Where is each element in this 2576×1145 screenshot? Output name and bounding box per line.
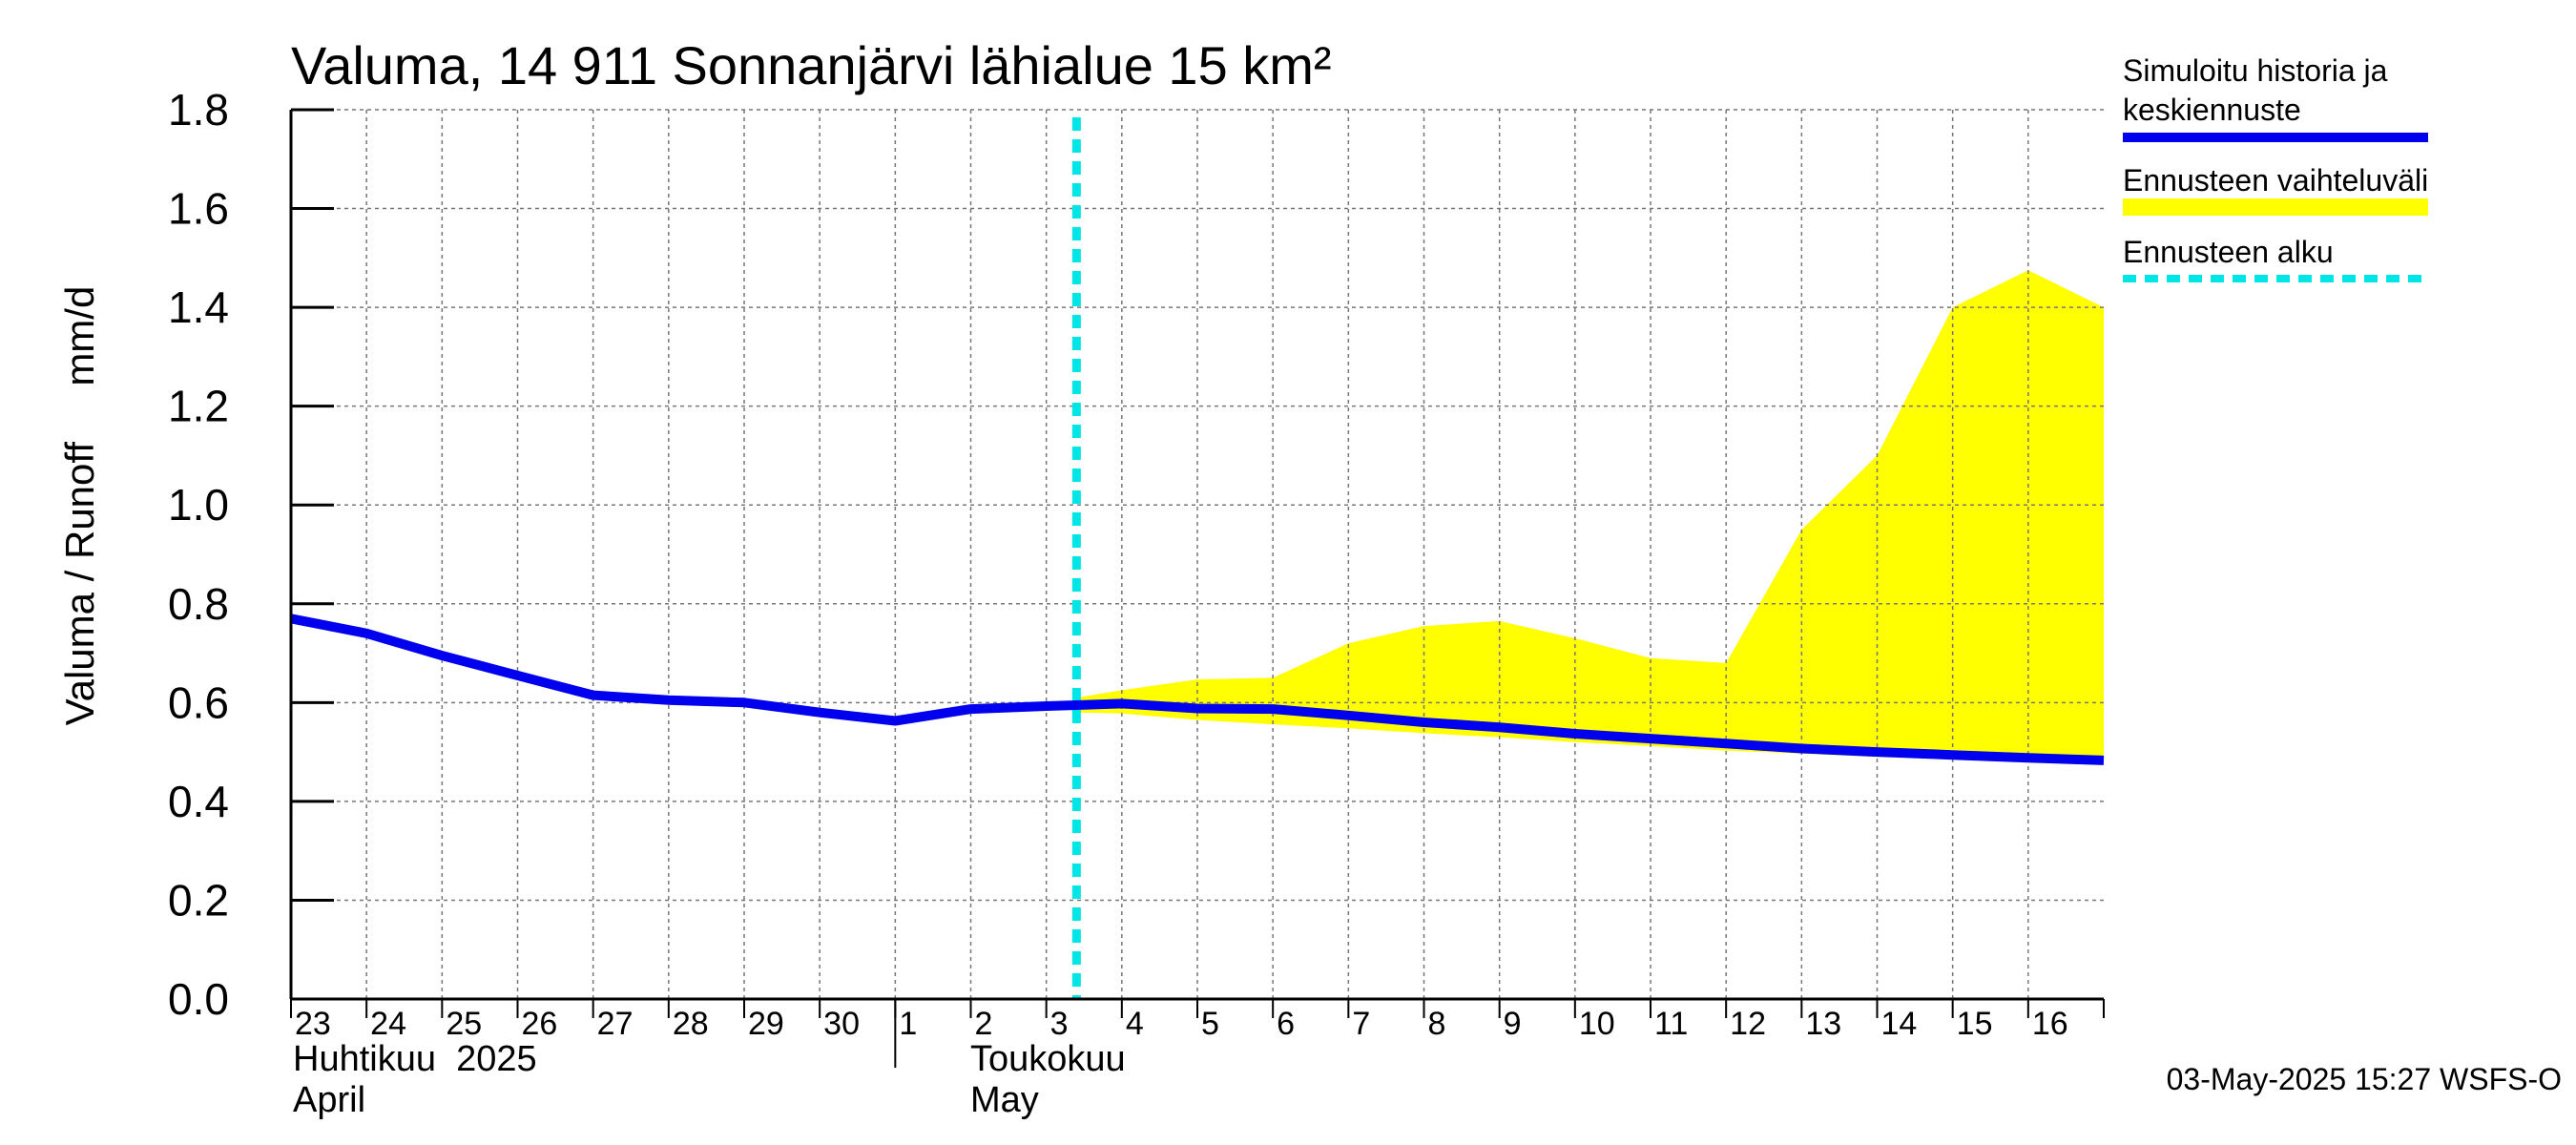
axes-layer [289, 108, 2105, 1068]
y-tick-label: 0.0 [168, 974, 229, 1024]
y-axis-label: Valuma / Runoff mm/d [57, 286, 102, 726]
month-label-may-line2: May [970, 1080, 1039, 1120]
x-day-label: 24 [370, 1006, 406, 1042]
timestamp-footer: 03-May-2025 15:27 WSFS-O [2167, 1062, 2562, 1096]
x-day-label: 16 [2032, 1006, 2068, 1042]
x-day-label: 8 [1428, 1006, 1446, 1042]
x-day-label: 29 [748, 1006, 784, 1042]
y-tick-label: 1.8 [168, 85, 229, 135]
forecast-range-band [1076, 270, 2104, 761]
history-line-layer [290, 614, 2105, 765]
legend-label-forecast-start: Ennusteen alku [2123, 235, 2334, 269]
month-label-april-line2: April [293, 1080, 365, 1120]
y-tick-label: 0.8 [168, 579, 229, 629]
y-tick-label: 0.4 [168, 777, 229, 826]
x-day-label: 5 [1201, 1006, 1219, 1042]
simulated-history-line [290, 614, 2105, 765]
x-day-label: 28 [673, 1006, 709, 1042]
x-day-label: 11 [1654, 1006, 1688, 1042]
month-label-april-line1: Huhtikuu 2025 [293, 1039, 537, 1079]
x-day-label: 9 [1504, 1006, 1522, 1042]
y-tick-label: 0.6 [168, 677, 229, 727]
legend-label-range: Ennusteen vaihteluväli [2123, 163, 2428, 198]
x-day-label: 6 [1277, 1006, 1295, 1042]
y-tick-label: 1.6 [168, 184, 229, 234]
x-day-label: 13 [1805, 1006, 1841, 1042]
x-day-label: 14 [1881, 1006, 1918, 1042]
x-day-label: 30 [823, 1006, 860, 1042]
y-tick-label: 1.0 [168, 480, 229, 530]
forecast-band-layer [1076, 270, 2104, 761]
x-day-label: 3 [1050, 1006, 1069, 1042]
x-day-label: 2 [975, 1006, 993, 1042]
legend-label-history-line2: keskiennuste [2123, 93, 2301, 127]
y-tick-labels: 0.0 0.2 0.4 0.6 0.8 1.0 1.2 1.4 1.6 1.8 [168, 85, 229, 1024]
x-day-label: 25 [446, 1006, 482, 1042]
y-tick-label: 1.4 [168, 282, 229, 332]
x-day-label: 4 [1126, 1006, 1144, 1042]
month-label-may-line1: Toukokuu [970, 1039, 1126, 1079]
x-tick-labels: 23 24 25 26 27 28 29 30 1 2 3 4 5 6 7 8 9 10 11 12 13 14 15 16 [295, 1006, 2068, 1042]
y-tick-label: 0.2 [168, 875, 229, 925]
legend: Simuloitu historia ja keskiennuste Ennuste… [2123, 53, 2428, 282]
legend-label-history-line1: Simuloitu historia ja [2123, 53, 2388, 88]
x-day-label: 26 [522, 1006, 558, 1042]
x-day-label: 23 [295, 1006, 331, 1042]
x-day-label: 27 [597, 1006, 634, 1042]
grid-layer [291, 109, 2104, 999]
x-day-label: 1 [899, 1006, 917, 1042]
y-tick-label: 1.2 [168, 382, 229, 431]
chart-title: Valuma, 14 911 Sonnanjärvi lähialue 15 k… [291, 35, 1332, 95]
x-day-label: 7 [1352, 1006, 1370, 1042]
x-day-label: 15 [1957, 1006, 1993, 1042]
x-day-label: 12 [1730, 1006, 1766, 1042]
x-day-label: 10 [1579, 1006, 1615, 1042]
